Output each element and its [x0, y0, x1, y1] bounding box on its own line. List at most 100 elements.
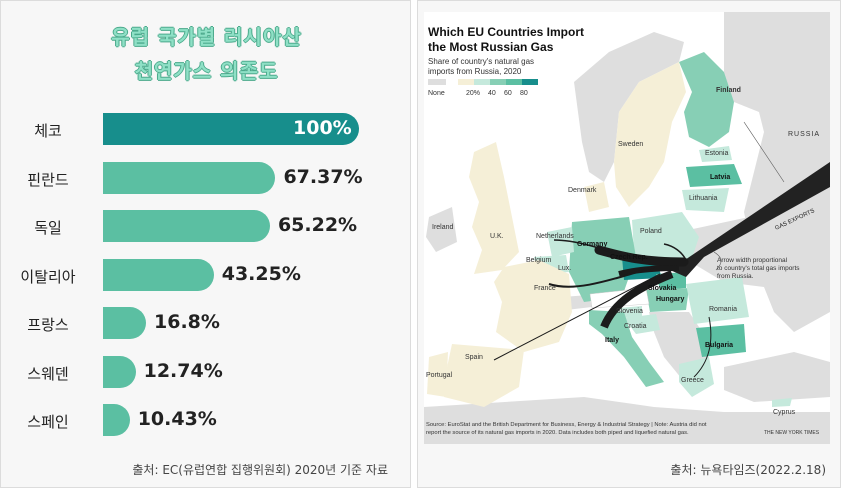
poland-land: [632, 212, 699, 270]
bar-category-label: 프랑스: [27, 316, 69, 334]
map-subtitle-line2: imports from Russia, 2020: [428, 67, 522, 76]
label-belgium: Belgium: [526, 257, 551, 264]
label-sweden: Sweden: [618, 141, 643, 148]
label-poland: Poland: [640, 228, 662, 235]
uk-land: [469, 142, 519, 274]
legend-label-none: None: [428, 90, 445, 97]
bar: [103, 113, 359, 145]
bar-value-label: 100%: [293, 117, 352, 139]
ireland-land: [426, 207, 457, 252]
africa-land: [424, 397, 830, 444]
label-cyprus: Cyprus: [773, 409, 796, 416]
bar-category-label: 스페인: [27, 413, 69, 431]
label-spain: Spain: [465, 354, 483, 361]
label-romania: Romania: [709, 306, 737, 313]
bar: [103, 404, 130, 436]
legend-swatch-2: [474, 79, 490, 85]
lithuania-land: [682, 188, 729, 212]
arrow-to-poland: [663, 243, 687, 261]
bar-row: 핀란드 67.37%: [1, 161, 412, 194]
chart-title-line1: 유럽 국가별 러시아산: [111, 25, 302, 49]
bar-row: 프랑스 16.8%: [1, 307, 412, 339]
label-slovakia: Slovakia: [648, 285, 677, 292]
bar-row: 스웨덴 12.74%: [1, 355, 412, 388]
arrow-to-germany: [594, 245, 689, 267]
map-legend: None 20% 40 60 80: [428, 79, 538, 97]
map-credit: THE NEW YORK TIMES: [764, 430, 820, 436]
bar-value-label: 12.74%: [143, 359, 223, 382]
bar-value-label: 67.37%: [283, 165, 363, 188]
bar-row: 체코 100%: [1, 113, 412, 145]
bar-value-label: 16.8%: [154, 311, 220, 333]
bar-category-label: 체코: [34, 122, 62, 140]
label-italy: Italy: [605, 337, 619, 344]
arrow-to-france: [548, 266, 655, 288]
estonia-land: [699, 146, 732, 162]
bar-value-label: 43.25%: [221, 262, 301, 285]
arrow-to-greece: [693, 316, 712, 378]
bar: [103, 355, 136, 388]
slovenia-land: [620, 306, 642, 318]
bar-row: 이탈리아 43.25%: [1, 258, 412, 291]
map-title-line1: Which EU Countries Import: [428, 25, 584, 39]
netherlands-land: [547, 227, 574, 257]
finland-land: [679, 52, 734, 147]
spain-land: [444, 344, 524, 407]
chart-source: 출처: EC(유럽연합 집행위원회) 2020년 기준 자료: [132, 463, 388, 477]
legend-tick-20: 20%: [466, 90, 480, 97]
label-netherlands: Netherlands: [536, 233, 574, 240]
label-finland: Finland: [716, 87, 741, 94]
bar-value-label: 65.22%: [277, 214, 358, 236]
cyprus-land: [772, 398, 792, 407]
label-greece: Greece: [681, 377, 704, 384]
label-slovenia: Slovenia: [616, 308, 643, 315]
bulgaria-land: [696, 324, 746, 357]
map-figure: Which EU Countries Import the Most Russi…: [424, 12, 830, 444]
map-footnote-line2: report the source of its natural gas imp…: [426, 430, 689, 436]
legend-swatch-4: [506, 79, 522, 85]
ukraine-land: [679, 217, 774, 287]
arrow-to-spain: [493, 273, 661, 361]
bar: [103, 210, 270, 242]
legend-swatch-5: [522, 79, 538, 85]
label-denmark: Denmark: [568, 187, 597, 194]
label-bulgaria: Bulgaria: [705, 342, 733, 349]
legend-swatch-none: [428, 79, 446, 85]
bar-row: 독일 65.22%: [1, 210, 412, 242]
legend-tick-40: 40: [488, 90, 496, 97]
bar-chart-panel: 유럽 국가별 러시아산 천연가스 의존도 체코 100% 핀란드 67.37% 독일 65…: [0, 0, 411, 488]
arrow-annotation-line3: from Russia.: [717, 273, 754, 280]
label-germany: Germany: [577, 241, 607, 248]
arrow-to-netherlands: [553, 239, 635, 261]
bar-category-label: 독일: [34, 219, 62, 237]
map-subtitle-line1: Share of country's natural gas: [428, 57, 534, 66]
arrow-annotation-line2: to country's total gas imports: [717, 265, 800, 272]
map-title-line2: the Most Russian Gas: [428, 40, 554, 54]
greece-land: [679, 357, 714, 397]
italy-land: [589, 310, 664, 387]
gas-map: Which EU Countries Import the Most Russi…: [424, 12, 830, 444]
legend-swatch-1: [458, 79, 474, 85]
bar-value-label: 10.43%: [137, 408, 217, 430]
croatia-land: [624, 314, 660, 334]
bar: [103, 307, 146, 339]
label-latvia: Latvia: [710, 174, 730, 181]
legend-swatch-3: [490, 79, 506, 85]
romania-land: [686, 277, 749, 324]
latvia-land: [686, 164, 742, 187]
gas-exports-arrow-band: [670, 162, 830, 277]
france-land: [494, 260, 572, 352]
sweden-land: [614, 62, 686, 207]
label-uk: U.K.: [490, 233, 504, 240]
label-estonia: Estonia: [705, 150, 728, 157]
germany-land: [569, 217, 636, 302]
bar: [103, 258, 214, 291]
turkey-land: [724, 352, 830, 402]
bar-category-label: 이탈리아: [20, 267, 76, 286]
norway-land: [574, 32, 684, 182]
label-hungary: Hungary: [656, 296, 685, 303]
label-russia: RUSSIA: [788, 131, 820, 138]
legend-tick-60: 60: [504, 90, 512, 97]
label-czech: Czech Rep.: [610, 254, 648, 261]
bar-row: 스페인 10.43%: [1, 404, 412, 436]
